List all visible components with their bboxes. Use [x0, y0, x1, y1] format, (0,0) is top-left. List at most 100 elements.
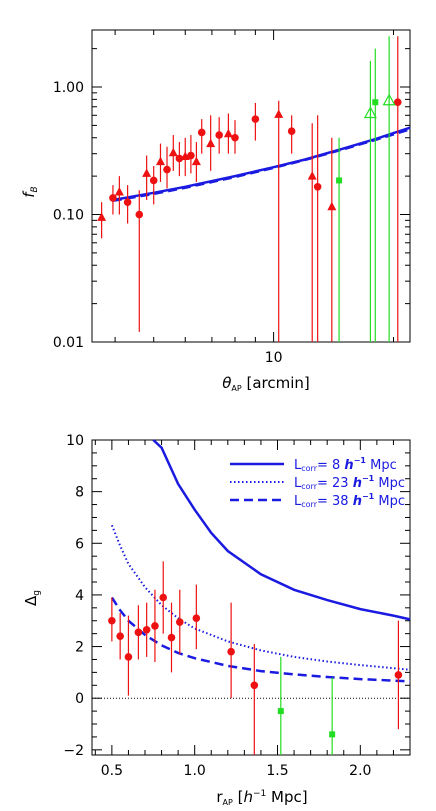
data-point-circle [109, 194, 117, 202]
legend-label-dashed: Lcorr= 38 h−1 Mpc [294, 492, 405, 509]
bottom-axes-ticks [92, 439, 410, 755]
bottom-x-label-main: r [216, 788, 223, 806]
top-y-label-sub: B [30, 186, 40, 192]
data-point-circle [393, 98, 402, 107]
top-axes-ticks [92, 30, 410, 343]
bottom-x-label-rest-a: [ [233, 788, 244, 806]
bottom-x-axis-label: rAP [h−1 Mpc] [216, 788, 307, 807]
dashed-model-curve [110, 596, 411, 683]
bottom-x-label-rest-b: Mpc] [266, 788, 307, 806]
y-tick-label: 0 [75, 691, 84, 707]
data-point-square [277, 708, 284, 715]
bottom-plot-frame [91, 439, 411, 756]
data-point-open-triangle [382, 93, 396, 106]
x-tick-label: 0.5 [101, 763, 123, 779]
top-tick-labels: 10 0.01 0.10 1.00 [53, 80, 283, 366]
data-point-circle [123, 198, 132, 206]
bottom-y-axis-label: Δg [22, 590, 42, 606]
legend-item-solid: Lcorr= 8 h−1 Mpc [230, 456, 397, 473]
dotted-model-curve [110, 524, 411, 671]
data-point-circle [197, 128, 206, 137]
data-point-circle [231, 133, 239, 142]
data-point-circle [135, 210, 144, 219]
data-point-triangle [97, 212, 107, 221]
data-point-circle [192, 614, 201, 622]
legend-label-dotted: Lcorr= 23 h−1 Mpc [294, 474, 405, 491]
y-tick-label: 2 [75, 640, 84, 656]
top-x-label-rest: [arcmin] [242, 374, 310, 392]
y-tick-label: 0.01 [53, 335, 84, 351]
data-point-square [372, 99, 379, 106]
data-point-circle [159, 593, 168, 602]
data-point-triangle [180, 151, 190, 161]
top-plot-frame [91, 29, 411, 343]
y-tick-label: 0.10 [53, 208, 84, 224]
x-tick-label: 10 [265, 350, 283, 366]
bottom-x-label-h: h [243, 788, 253, 806]
data-point-square [329, 731, 336, 738]
legend-item-dashed: Lcorr= 38 h−1 Mpc [230, 492, 405, 509]
data-point-circle [116, 632, 124, 641]
legend-item-dotted: Lcorr= 23 h−1 Mpc [230, 474, 405, 491]
data-point-triangle [206, 138, 216, 148]
bottom-model-curves [110, 439, 411, 683]
data-point-circle [287, 127, 296, 136]
data-point-triangle [142, 168, 152, 177]
bottom-panel: 0.5 1.0 1.5 2.0 −2 0 2 4 6 8 10 Lcorr= 8 h−1 Mpc L… [22, 433, 411, 807]
top-x-label-sub: AP [231, 384, 241, 393]
legend-label-solid: Lcorr= 8 h−1 Mpc [294, 456, 397, 473]
y-tick-label: 4 [75, 588, 84, 604]
bottom-y-label-sub: g [32, 590, 42, 596]
data-point-circle [163, 165, 171, 174]
top-y-axis-label: fB [20, 186, 40, 197]
top-y-label-main: f [20, 190, 38, 198]
data-point-circle [394, 671, 403, 679]
y-tick-label: 10 [66, 433, 84, 449]
bottom-x-label-sub: AP [223, 798, 233, 807]
x-tick-label: 2.0 [349, 763, 371, 779]
data-point-circle [250, 681, 259, 690]
bottom-y-label-main: Δ [22, 595, 40, 606]
data-point-circle [175, 154, 184, 163]
data-point-circle [134, 628, 143, 637]
top-model-curves [112, 126, 411, 203]
data-point-square [336, 177, 343, 184]
data-point-open-triangle [363, 106, 377, 119]
data-point-triangle [274, 109, 284, 118]
data-point-circle [124, 653, 133, 661]
dashed-model-curve [112, 128, 411, 203]
data-point-circle [187, 151, 195, 160]
data-point-circle [108, 616, 116, 625]
bottom-x-label-sup: −1 [253, 789, 266, 799]
top-data-points [97, 36, 402, 342]
data-point-triangle [223, 128, 233, 138]
top-panel: 10 0.01 0.10 1.00 fB θAP [arcmin] [20, 29, 411, 393]
data-point-circle [251, 115, 260, 123]
top-x-label-main: θ [222, 374, 231, 392]
data-point-triangle [114, 187, 124, 196]
data-point-circle [167, 633, 176, 642]
data-point-circle [227, 647, 235, 656]
data-point-triangle [155, 156, 165, 166]
data-point-circle [215, 131, 223, 139]
data-point-circle [151, 622, 159, 630]
x-tick-label: 1.0 [184, 763, 206, 779]
data-point-circle [175, 618, 184, 626]
top-x-axis-label: θAP [arcmin] [222, 374, 310, 393]
data-point-circle [149, 176, 158, 185]
y-tick-label: 6 [75, 536, 84, 552]
y-tick-label: −2 [63, 743, 84, 759]
bottom-data-points [108, 561, 403, 755]
data-point-circle [313, 182, 322, 191]
y-tick-label: 1.00 [53, 80, 84, 96]
solid-model-curve [152, 439, 411, 621]
x-tick-label: 1.5 [266, 763, 288, 779]
bottom-tick-labels: 0.5 1.0 1.5 2.0 −2 0 2 4 6 8 10 [63, 433, 371, 779]
data-point-triangle [168, 147, 178, 157]
data-point-triangle [307, 171, 317, 180]
data-point-circle [142, 625, 151, 634]
y-tick-label: 8 [75, 485, 84, 501]
data-point-triangle [327, 201, 337, 211]
data-point-triangle [191, 156, 201, 166]
